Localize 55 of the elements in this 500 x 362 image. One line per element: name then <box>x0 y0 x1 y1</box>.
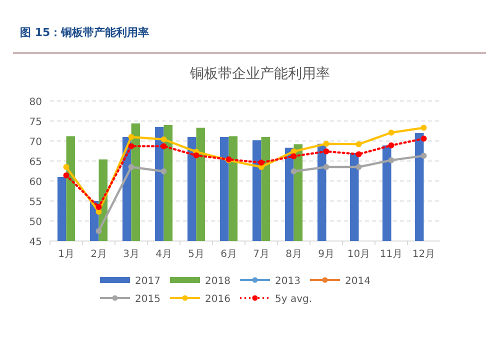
y-tick-label: 70 <box>29 137 42 148</box>
point <box>388 142 394 148</box>
legend-label: 2013 <box>275 276 300 287</box>
y-tick-label: 60 <box>29 177 42 188</box>
point <box>63 164 70 170</box>
x-tick-label: 9月 <box>318 249 334 260</box>
y-tick-label: 65 <box>29 157 42 168</box>
point <box>323 148 330 154</box>
y-tick-label: 55 <box>29 197 42 208</box>
point <box>356 151 362 158</box>
y-tick-label: 75 <box>29 117 42 128</box>
x-tick-label: 7月 <box>253 249 270 260</box>
x-tick-label: 11月 <box>380 249 403 260</box>
y-tick-label: 45 <box>29 237 42 248</box>
point <box>193 152 200 158</box>
point <box>420 124 427 131</box>
point <box>96 204 102 210</box>
point <box>420 152 427 159</box>
x-tick-label: 4月 <box>156 249 172 260</box>
point <box>290 168 297 174</box>
y-tick-label: 80 <box>29 97 42 108</box>
x-tick-label: 8月 <box>286 249 302 260</box>
legend-label: 2018 <box>205 276 230 287</box>
legend-label: 2017 <box>135 276 160 287</box>
legend-label: 2014 <box>345 276 370 287</box>
point <box>160 168 167 174</box>
point <box>128 164 134 170</box>
point <box>160 136 167 142</box>
point <box>160 143 167 150</box>
legend-label: 2016 <box>205 294 230 305</box>
point <box>420 136 427 142</box>
point <box>128 134 134 140</box>
point <box>258 160 264 166</box>
legend-label: 5y avg. <box>275 294 312 305</box>
point <box>290 153 297 160</box>
x-tick-label: 5月 <box>188 249 204 260</box>
point <box>63 172 70 178</box>
chart-title: 铜板带企业产能利用率 <box>189 66 330 82</box>
y-tick-label: 50 <box>29 217 42 228</box>
point <box>96 228 102 234</box>
x-tick-label: 1月 <box>58 249 74 260</box>
point <box>388 157 394 164</box>
point <box>388 130 394 136</box>
x-tick-label: 12月 <box>412 249 436 260</box>
x-tick-label: 3月 <box>123 249 140 260</box>
point <box>128 143 134 150</box>
x-tick-label: 6月 <box>220 249 237 260</box>
point <box>356 141 362 148</box>
legend-label: 2015 <box>135 294 160 305</box>
x-tick-label: 10月 <box>347 249 370 260</box>
point <box>356 164 362 170</box>
chart-subtitle: 图 15：铜板带产能利用率 <box>20 26 150 39</box>
point <box>323 140 330 147</box>
point <box>323 164 330 170</box>
x-tick-label: 2月 <box>90 249 107 260</box>
